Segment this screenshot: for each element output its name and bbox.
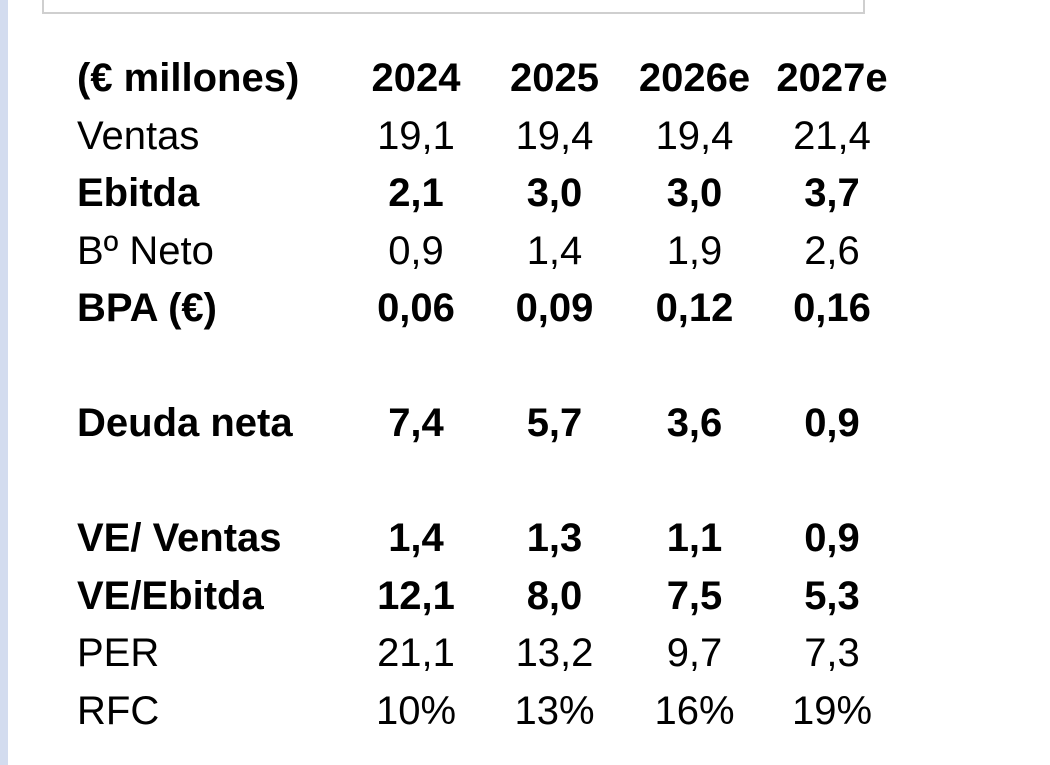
table-cell: 13,2 (515, 631, 594, 676)
row-label: Bº Neto (77, 228, 214, 273)
table-cell: 0,16 (793, 286, 871, 331)
financial-table: (€ millones) 2024 2025 2026e 2027e Venta… (77, 50, 897, 740)
table-cell: 13% (514, 688, 595, 733)
table-cell: 19% (791, 688, 873, 733)
table-row-ebitda: Ebitda 2,1 3,0 3,0 3,7 (77, 165, 897, 223)
row-label: VE/Ebitda (77, 573, 264, 618)
year-header: 2025 (510, 56, 599, 101)
table-row-ventas: Ventas 19,1 19,4 19,4 21,4 (77, 108, 897, 166)
table-row-bpa: BPA (€) 0,06 0,09 0,12 0,16 (77, 280, 897, 338)
window-edge (0, 0, 8, 765)
table-cell: 21,4 (793, 113, 871, 158)
row-label: VE/ Ventas (77, 516, 282, 561)
row-label: BPA (€) (77, 286, 217, 331)
table-header-row: (€ millones) 2024 2025 2026e 2027e (77, 50, 897, 108)
row-label: RFC (77, 688, 160, 733)
table-cell: 19,4 (515, 113, 594, 158)
spacer-row (77, 338, 897, 396)
row-label: PER (77, 631, 160, 676)
table-cell: 5,3 (804, 573, 860, 618)
top-panel-border (42, 0, 865, 14)
table-cell: 0,9 (388, 228, 444, 273)
table-row-ve-ventas: VE/ Ventas 1,4 1,3 1,1 0,9 (77, 510, 897, 568)
table-row-rfc: RFC 10% 13% 16% 19% (77, 683, 897, 741)
table-cell: 0,9 (804, 516, 860, 561)
table-cell: 10% (375, 688, 457, 733)
spacer-row (77, 453, 897, 511)
table-cell: 2,6 (804, 228, 860, 273)
table-cell: 21,1 (377, 631, 455, 676)
row-label: Ebitda (77, 171, 200, 216)
table-cell: 1,4 (526, 228, 583, 273)
table-row-ve-ebitda: VE/Ebitda 12,1 8,0 7,5 5,3 (77, 568, 897, 626)
spacer-cell (77, 338, 897, 396)
row-label: Ventas (77, 113, 200, 158)
table-cell: 0,12 (655, 286, 734, 331)
table-cell: 9,7 (666, 631, 723, 676)
table-cell: 0,06 (377, 286, 455, 331)
table-cell: 7,5 (666, 573, 723, 618)
table-cell: 1,4 (388, 516, 444, 561)
table-cell: 2,1 (388, 171, 444, 216)
table-row-beneficio-neto: Bº Neto 0,9 1,4 1,9 2,6 (77, 223, 897, 281)
table-row-deuda-neta: Deuda neta 7,4 5,7 3,6 0,9 (77, 395, 897, 453)
table-cell: 1,9 (666, 228, 723, 273)
table-cell: 5,7 (526, 401, 583, 446)
unit-label: (€ millones) (77, 56, 300, 101)
table-cell: 7,3 (804, 631, 860, 676)
table-cell: 16% (654, 688, 735, 733)
table-cell: 7,4 (388, 401, 444, 446)
year-header: 2026e (638, 56, 751, 101)
table-cell: 19,4 (655, 113, 734, 158)
table-cell: 0,09 (515, 286, 594, 331)
year-header: 2027e (776, 56, 888, 101)
financial-table-container: (€ millones) 2024 2025 2026e 2027e Venta… (77, 50, 897, 740)
year-header: 2024 (371, 56, 461, 101)
table-cell: 3,0 (666, 171, 723, 216)
table-cell: 12,1 (377, 573, 455, 618)
table-cell: 3,7 (804, 171, 860, 216)
row-label: Deuda neta (77, 401, 293, 446)
table-cell: 3,0 (526, 171, 583, 216)
table-row-per: PER 21,1 13,2 9,7 7,3 (77, 625, 897, 683)
table-cell: 1,3 (526, 516, 583, 561)
table-cell: 1,1 (666, 516, 723, 561)
table-cell: 3,6 (666, 401, 723, 446)
table-cell: 19,1 (377, 113, 455, 158)
table-cell: 0,9 (804, 401, 860, 446)
table-cell: 8,0 (526, 573, 583, 618)
spacer-cell (77, 453, 897, 511)
